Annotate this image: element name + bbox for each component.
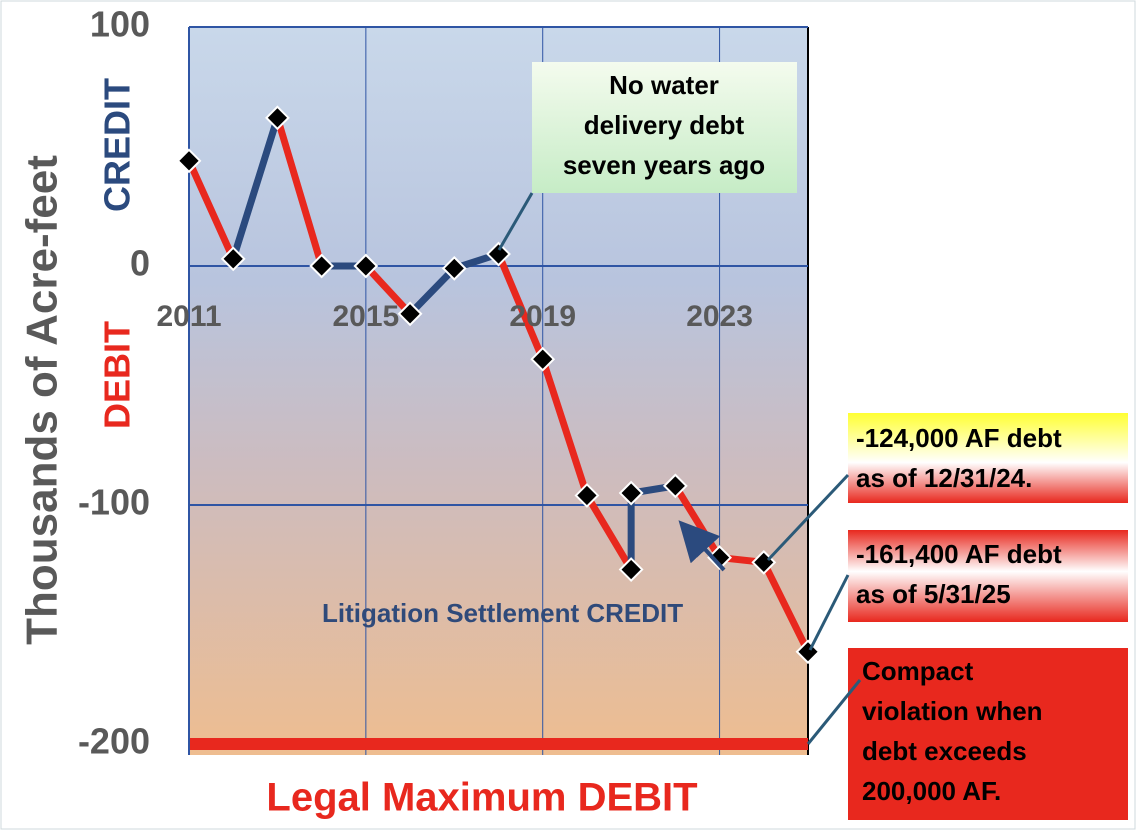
point-marker [220, 246, 246, 272]
point-marker [530, 346, 556, 372]
y-axis-title: Thousands of Acre-feet [18, 155, 67, 645]
annotation-box [532, 62, 797, 193]
x-tick-label: 2023 [686, 300, 753, 333]
line-segment [229, 114, 281, 263]
credit-label: CREDIT [97, 78, 138, 212]
settlement-label: Litigation Settlement CREDIT [322, 598, 683, 628]
point-marker [486, 241, 511, 267]
annotation-box [848, 530, 1128, 622]
annotation-text: seven years ago [563, 150, 765, 180]
callout-line [497, 192, 534, 251]
line-segment [185, 157, 237, 263]
callout-line [806, 679, 862, 745]
y-tick-label: -200 [78, 721, 150, 762]
line-segment [273, 114, 326, 270]
line-segment [760, 558, 812, 656]
point-marker [441, 255, 467, 281]
point-marker [618, 480, 644, 506]
point-marker [397, 301, 423, 327]
line-segment [362, 262, 414, 318]
y-tick-label: 0 [130, 243, 150, 284]
annotation-text: as of 5/31/25 [856, 579, 1011, 609]
annotation-box [848, 413, 1128, 503]
annotation-text: No water [609, 70, 719, 100]
annotation-text: violation when [862, 696, 1043, 726]
annotation-text: Compact [862, 656, 974, 686]
point-marker [265, 105, 290, 131]
annotation-text: -124,000 AF debt [856, 423, 1062, 453]
settlement-arrow [678, 520, 726, 572]
point-marker [574, 483, 600, 508]
point-marker [353, 253, 379, 279]
x-tick-label: 2011 [156, 300, 221, 333]
point-marker [662, 473, 688, 499]
annotation-text: debt exceeds [862, 736, 1027, 766]
annotation-text: as of 12/31/24. [856, 463, 1032, 493]
point-marker [618, 557, 644, 582]
line-segment [539, 355, 591, 499]
point-marker [176, 148, 202, 174]
callout-line [766, 473, 850, 562]
x-tick-label: 2015 [332, 300, 399, 333]
callout-line [808, 574, 850, 651]
limit-label: Legal Maximum DEBIT [266, 776, 697, 820]
y-tick-label: 100 [90, 4, 150, 45]
annotation-box [848, 648, 1128, 820]
y-tick-label: -100 [78, 482, 150, 523]
annotation-text: -161,400 AF debt [856, 539, 1062, 569]
debit-label: DEBIT [97, 321, 138, 429]
line-segment [406, 264, 458, 318]
annotation-text: delivery debt [584, 110, 745, 140]
x-tick-label: 2019 [509, 300, 576, 333]
point-marker [309, 253, 335, 279]
line-segment [583, 491, 635, 574]
line-segment [495, 250, 547, 363]
annotation-text: 200,000 AF. [862, 776, 1001, 806]
